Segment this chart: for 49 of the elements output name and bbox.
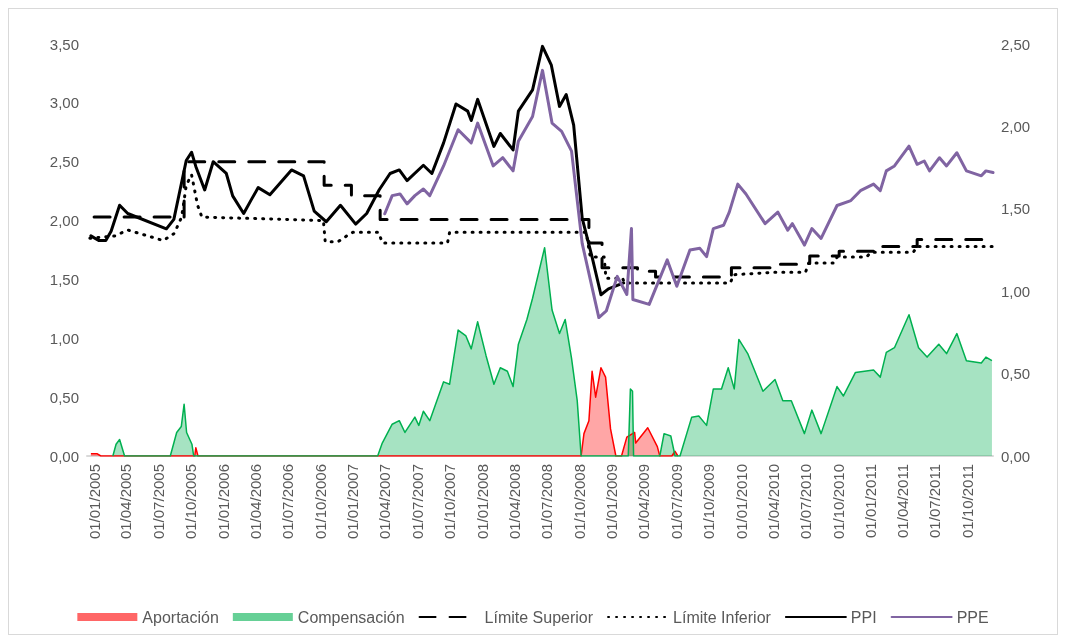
x-tick-label: 01/01/2009	[603, 464, 621, 540]
x-tick-label: 01/01/2010	[732, 464, 750, 540]
legend-label: PPI	[850, 608, 877, 626]
y-tick-label: 0,00	[49, 447, 79, 465]
y-tick-label: 1,00	[49, 329, 79, 347]
x-tick-label: 01/04/2007	[376, 464, 394, 540]
x-tick-label: 01/04/2008	[505, 464, 523, 540]
x-tick-label: 01/01/2008	[473, 464, 491, 540]
y-tick-label: 1,50	[49, 270, 79, 288]
legend-label: Límite Inferior	[673, 608, 772, 626]
x-tick-label: 01/10/2009	[700, 464, 718, 540]
x-tick-label: 01/07/2006	[279, 464, 297, 540]
y2-tick-label: 1,50	[1001, 200, 1031, 218]
y2-tick-label: 0,50	[1001, 365, 1031, 383]
legend-label: PPE	[956, 608, 989, 626]
x-tick-label: 01/01/2011	[862, 464, 880, 538]
x-tick-label: 01/10/2008	[570, 464, 588, 540]
y2-tick-label: 0,00	[1001, 447, 1031, 465]
x-tick-label: 01/10/2007	[441, 464, 459, 540]
y-tick-label: 2,50	[49, 153, 79, 171]
x-tick-label: 01/01/2007	[344, 464, 362, 540]
y-tick-label: 2,00	[49, 212, 79, 230]
x-tick-label: 01/04/2010	[764, 464, 782, 540]
y2-tick-label: 2,00	[1001, 117, 1031, 135]
y-tick-label: 0,50	[49, 388, 79, 406]
legend-label: Compensación	[297, 608, 405, 626]
x-tick-label: 01/04/2011	[894, 464, 912, 538]
x-tick-label: 01/01/2006	[214, 464, 232, 540]
x-tick-label: 01/07/2009	[667, 464, 685, 540]
x-tick-label: 01/07/2005	[149, 464, 167, 540]
x-tick-label: 01/07/2011	[926, 464, 944, 538]
y2-tick-label: 2,50	[1001, 35, 1031, 53]
x-tick-label: 01/07/2008	[538, 464, 556, 540]
line-series	[383, 68, 995, 320]
y-tick-label: 3,00	[49, 94, 79, 112]
x-tick-label: 01/10/2005	[182, 464, 200, 540]
x-tick-label: 01/04/2006	[246, 464, 264, 540]
x-tick-label: 01/07/2007	[408, 464, 426, 540]
x-tick-label: 01/07/2010	[796, 464, 814, 540]
y2-tick-label: 1,00	[1001, 282, 1031, 300]
x-tick-label: 01/10/2010	[829, 464, 847, 540]
x-tick-label: 01/01/2005	[85, 464, 103, 540]
x-tick-label: 01/10/2011	[958, 464, 976, 538]
y-tick-label: 3,50	[49, 35, 79, 53]
legend-label: Límite Superior	[484, 608, 594, 626]
x-tick-label: 01/10/2006	[311, 464, 329, 540]
x-tick-label: 01/04/2005	[117, 464, 135, 540]
x-tick-label: 01/04/2009	[635, 464, 653, 540]
legend-label: Aportación	[142, 608, 219, 626]
